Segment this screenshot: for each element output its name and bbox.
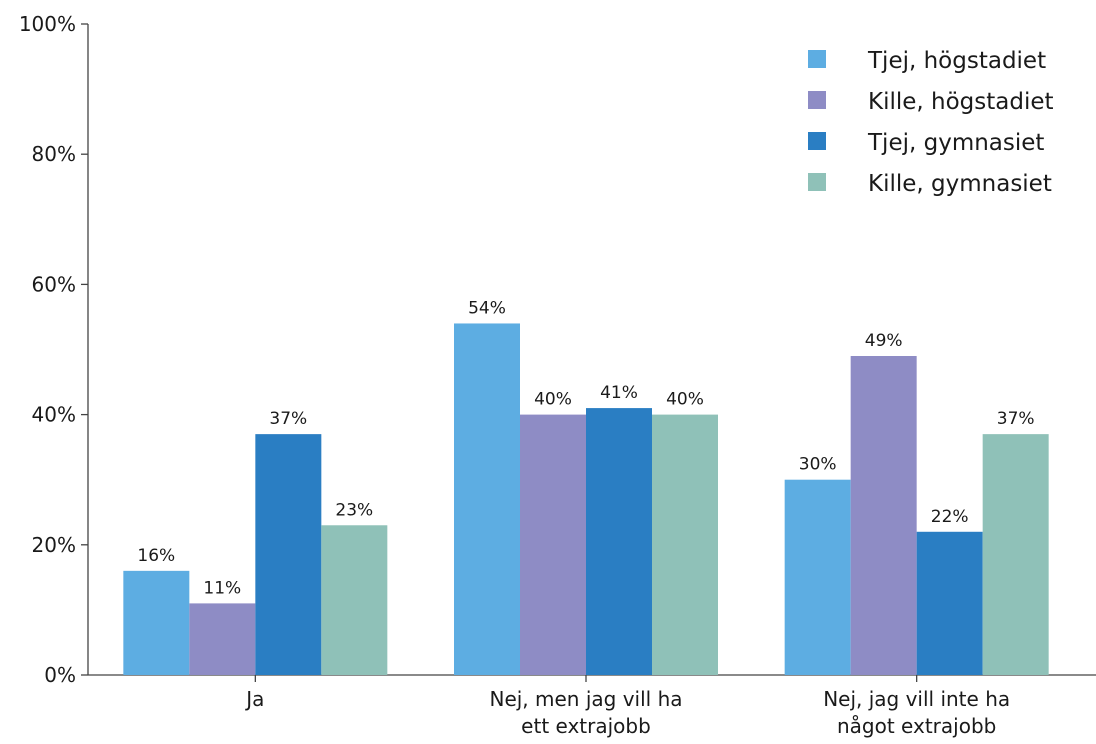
y-tick-label: 100%	[19, 12, 76, 36]
bar	[850, 356, 917, 675]
bar	[916, 531, 983, 675]
y-tick-label: 80%	[32, 142, 76, 166]
data-label: 23%	[335, 500, 373, 520]
data-label: 40%	[534, 390, 572, 410]
data-label: 16%	[137, 546, 175, 566]
bar	[189, 603, 256, 675]
data-label: 54%	[468, 298, 506, 318]
y-tick-label: 40%	[32, 403, 76, 427]
x-tick-label: Nej, jag vill inte ha	[823, 687, 1010, 711]
legend-label: Kille, högstadiet	[868, 89, 1054, 115]
x-tick-label: Nej, men jag vill ha	[489, 687, 682, 711]
bar	[520, 414, 586, 675]
x-tick-label: något extrajobb	[837, 714, 996, 738]
bar	[321, 525, 388, 675]
data-label: 49%	[865, 331, 903, 351]
data-label: 22%	[931, 507, 969, 527]
bar	[123, 570, 190, 675]
legend-label: Tjej, gymnasiet	[867, 130, 1044, 156]
data-label: 37%	[997, 409, 1035, 429]
bar	[652, 414, 718, 675]
x-tick-label: ett extrajobb	[521, 714, 651, 738]
x-tick-label: Ja	[244, 687, 264, 711]
data-label: 11%	[203, 578, 241, 598]
y-tick-label: 20%	[32, 533, 76, 557]
data-label: 37%	[269, 409, 307, 429]
axes: 0% 20% 40% 60% 80% 100% Ja Nej, men jag vill ha…	[19, 12, 1096, 738]
data-label: 41%	[600, 383, 638, 403]
bar	[982, 434, 1049, 675]
legend-label: Kille, gymnasiet	[868, 171, 1052, 197]
legend: Tjej, högstadiet Kille, högstadiet Tjej, g…	[808, 48, 1054, 197]
data-labels: 16% 11% 37% 23% 54% 40% 41% 40% 30% 49% 22% 37%	[137, 298, 1034, 598]
bar	[784, 479, 851, 675]
data-label: 40%	[666, 390, 704, 410]
y-tick-label: 60%	[32, 272, 76, 296]
bar	[454, 323, 520, 675]
legend-swatch	[808, 50, 826, 68]
legend-swatch	[808, 173, 826, 191]
legend-label: Tjej, högstadiet	[867, 48, 1046, 74]
bars	[123, 323, 1049, 675]
data-label: 30%	[799, 455, 837, 475]
bar	[255, 434, 322, 675]
legend-swatch	[808, 132, 826, 150]
legend-swatch	[808, 91, 826, 109]
bar	[586, 408, 652, 675]
y-tick-label: 0%	[44, 663, 76, 687]
